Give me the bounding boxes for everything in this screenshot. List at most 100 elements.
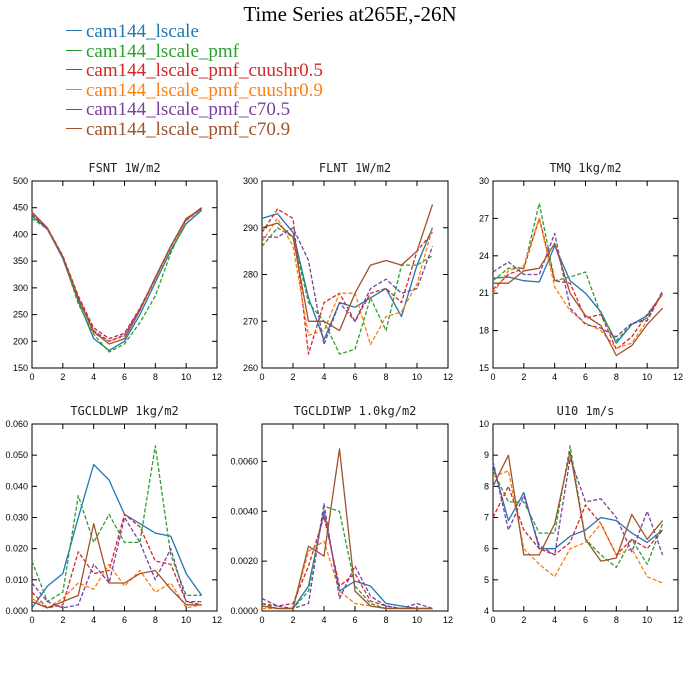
x-tick-label: 0 (490, 615, 495, 625)
y-tick-label: 30 (479, 176, 489, 186)
x-tick-label: 0 (29, 372, 34, 382)
chart-panel: TGCLDIWP 1.0kg/m2 0 2 4 6 8 10 12 0.0000 0.0020 0.… (230, 404, 453, 625)
series-line (31, 516, 202, 609)
x-tick-label: 12 (212, 372, 222, 382)
legend-label: cam144_lscale_pmf (86, 40, 240, 62)
chart-title: U10 1m/s (557, 404, 615, 418)
x-tick-label: 8 (614, 615, 619, 625)
series-line (492, 245, 664, 344)
x-tick-label: 6 (583, 615, 588, 625)
x-tick-label: 6 (122, 372, 127, 382)
x-tick-label: 12 (673, 372, 683, 382)
legend-swatch (66, 69, 82, 71)
x-tick-label: 2 (290, 615, 295, 625)
legend-item: cam144_lscale (66, 22, 323, 42)
series-line (492, 457, 664, 556)
series-line (492, 202, 664, 342)
x-tick-label: 10 (412, 372, 422, 382)
y-tick-label: 0.060 (5, 419, 28, 429)
x-tick-label: 4 (321, 615, 326, 625)
x-tick-label: 6 (122, 615, 127, 625)
chart-panel: FSNT 1W/m2 0 2 4 6 8 10 12 150 200 250 300 350 400 450… (13, 161, 222, 382)
series-line (31, 208, 202, 353)
y-tick-label: 280 (243, 270, 258, 280)
series-line (492, 464, 664, 550)
legend-label: cam144_lscale (86, 21, 199, 42)
y-tick-label: 0.0060 (230, 456, 258, 466)
x-tick-label: 4 (552, 372, 557, 382)
legend-item: cam144_lscale_pmf_c70.5 (66, 100, 323, 120)
legend-swatch (66, 30, 82, 32)
x-tick-label: 6 (352, 372, 357, 382)
y-tick-label: 0.0020 (230, 556, 258, 566)
series-line (31, 463, 203, 609)
x-tick-label: 8 (383, 372, 388, 382)
x-tick-label: 12 (212, 615, 222, 625)
y-tick-label: 5 (484, 575, 489, 585)
legend-label: cam144_lscale_pmf_cuushr0.9 (86, 79, 323, 101)
y-tick-label: 400 (13, 229, 28, 239)
series-line (31, 208, 203, 342)
x-tick-label: 10 (181, 372, 191, 382)
x-tick-label: 4 (91, 372, 96, 382)
series-line (261, 208, 434, 355)
y-tick-label: 7 (484, 513, 489, 523)
series-line (492, 232, 664, 338)
y-tick-label: 300 (243, 176, 258, 186)
chart-panel: FLNT 1W/m2 0 2 4 6 8 10 12 260 270 280 290 300 (243, 161, 453, 382)
x-tick-label: 4 (321, 372, 326, 382)
x-tick-label: 2 (521, 372, 526, 382)
y-tick-label: 0.010 (5, 575, 28, 585)
x-tick-label: 10 (642, 372, 652, 382)
y-tick-label: 260 (243, 363, 258, 373)
x-tick-label: 0 (259, 615, 264, 625)
x-tick-label: 2 (290, 372, 295, 382)
legend-label: cam144_lscale_pmf_cuushr0.5 (86, 60, 323, 82)
y-tick-label: 0.050 (5, 450, 28, 460)
y-tick-label: 290 (243, 223, 258, 233)
y-tick-label: 15 (479, 363, 489, 373)
y-tick-label: 6 (484, 544, 489, 554)
series-line (492, 445, 664, 569)
series-line (492, 217, 664, 350)
chart-panel: TGCLDLWP 1kg/m2 0 2 4 6 8 10 12 0.000 0.010 0.020 0… (5, 404, 222, 625)
plot-frame (492, 180, 679, 369)
y-tick-label: 500 (13, 176, 28, 186)
x-tick-label: 6 (352, 615, 357, 625)
y-tick-label: 0.0040 (230, 506, 258, 516)
x-tick-label: 2 (60, 372, 65, 382)
y-tick-label: 27 (479, 213, 489, 223)
legend-label: cam144_lscale_pmf_c70.9 (86, 118, 291, 140)
series-line (492, 451, 664, 562)
legend-item: cam144_lscale_pmf (66, 40, 323, 62)
y-tick-label: 300 (13, 283, 28, 293)
series-line (492, 470, 663, 584)
y-tick-label: 200 (13, 336, 28, 346)
x-tick-label: 10 (412, 615, 422, 625)
x-tick-label: 10 (642, 615, 652, 625)
y-tick-label: 0.000 (5, 606, 28, 616)
chart-title: TGCLDIWP 1.0kg/m2 (294, 404, 417, 418)
legend-item: cam144_lscale_pmf_cuushr0.5 (66, 61, 323, 81)
series-line (31, 208, 202, 345)
x-tick-label: 8 (383, 615, 388, 625)
series-line (492, 485, 664, 556)
x-tick-label: 12 (443, 615, 453, 625)
y-tick-label: 24 (479, 251, 489, 261)
page-title: Time Series at265E,-26N (243, 2, 457, 26)
x-tick-label: 0 (259, 372, 264, 382)
series-line (261, 515, 433, 610)
y-tick-label: 270 (243, 316, 258, 326)
x-tick-label: 4 (552, 615, 557, 625)
chart-title: TMQ 1kg/m2 (549, 161, 621, 175)
chart-title: FLNT 1W/m2 (319, 161, 391, 175)
plot-frame (31, 180, 218, 369)
x-tick-label: 6 (583, 372, 588, 382)
y-tick-label: 18 (479, 326, 489, 336)
legend-item: cam144_lscale_pmf_cuushr0.9 (66, 79, 323, 101)
x-tick-label: 2 (521, 615, 526, 625)
legend-swatch (66, 128, 82, 130)
chart-title: TGCLDLWP 1kg/m2 (70, 404, 178, 418)
